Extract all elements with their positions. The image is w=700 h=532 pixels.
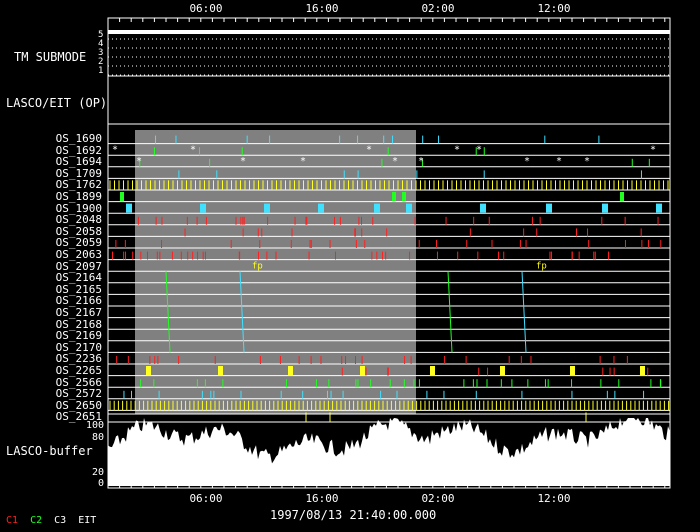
top-tick-4: 12:00 — [537, 2, 571, 15]
event-block — [480, 203, 486, 213]
os-row-label: OS_2063 — [55, 248, 102, 261]
event-block — [602, 203, 608, 213]
os-row-label: OS_2097 — [55, 259, 102, 273]
os-row-label: OS_2166 — [55, 294, 102, 308]
event-block — [500, 366, 505, 375]
os-row-label: OS_2168 — [55, 317, 102, 331]
event-star: * — [584, 156, 590, 167]
legend: C1 C2 C3 EIT — [6, 515, 102, 526]
event-block — [218, 366, 223, 375]
sweep-line — [521, 271, 527, 353]
event-star: * — [524, 156, 530, 167]
submode-level-1: 1 — [98, 66, 104, 76]
event-block — [430, 366, 435, 375]
os-row-label: OS_1762 — [55, 178, 102, 192]
submode-level-2: 2 — [98, 57, 104, 67]
legend-c3: C3 — [54, 515, 67, 526]
event-block — [392, 192, 396, 201]
event-block — [640, 366, 645, 375]
event-block — [288, 366, 293, 375]
buffer-level-100: 100 — [86, 420, 105, 431]
os-row-label: OS_1899 — [55, 190, 102, 203]
os-row-label: OS_1694 — [55, 155, 102, 169]
event-star: * — [476, 145, 482, 156]
os-row-label: OS_1709 — [55, 166, 102, 180]
event-block — [402, 192, 406, 201]
legend-eit: EIT — [78, 515, 97, 526]
event-star: * — [650, 145, 656, 156]
os-row-label: OS_1690 — [55, 132, 102, 145]
sweep-line — [447, 271, 453, 353]
os-row-label: OS_1900 — [55, 201, 102, 215]
os-row-label: OS_2058 — [55, 224, 102, 238]
timestamp: 1997/08/13 21:40:00.000 — [270, 508, 437, 522]
os-row-label: OS_2169 — [55, 329, 102, 343]
legend-c2: C2 — [30, 515, 43, 526]
event-star: * — [112, 145, 118, 156]
event-block — [570, 366, 575, 375]
os-row-label: OS_2170 — [55, 340, 102, 354]
buffer-area — [108, 418, 670, 486]
submode-level-3: 3 — [98, 48, 104, 58]
event-star: * — [418, 156, 424, 167]
bottom-tick-1: 06:00 — [189, 492, 223, 505]
os-row-label: OS_2566 — [55, 375, 102, 389]
event-star: * — [240, 156, 246, 167]
bottom-tick-4: 12:00 — [537, 492, 571, 505]
buffer-level-80: 80 — [92, 432, 105, 443]
event-block — [360, 366, 365, 375]
event-star: * — [366, 145, 372, 156]
event-block — [374, 203, 380, 213]
legend-c1: C1 — [6, 515, 19, 526]
event-block — [546, 203, 552, 213]
event-block — [126, 203, 132, 213]
os-row-label: OS_2164 — [55, 271, 102, 285]
tm-submode-label: TM SUBMODE — [14, 50, 87, 64]
os-row-label: OS_2048 — [55, 213, 102, 227]
event-block — [264, 203, 270, 213]
event-block — [656, 203, 662, 213]
event-star: * — [556, 156, 562, 167]
os-row-label: OS_2165 — [55, 282, 102, 296]
plot-frame — [107, 17, 671, 489]
lasco-buffer-label: LASCO-buffer — [6, 444, 93, 458]
os-row-label: OS_2167 — [55, 306, 102, 319]
bottom-tick-2: 16:00 — [305, 492, 339, 505]
event-block — [146, 366, 151, 375]
os-row-label: OS_1692 — [55, 143, 102, 157]
submode-level-5: 5 — [98, 30, 104, 40]
os-row-label: OS_2651 — [55, 410, 102, 424]
event-block — [318, 203, 324, 213]
top-tick-2: 16:00 — [305, 2, 339, 15]
event-block — [200, 203, 206, 213]
os-row-label: OS_2572 — [55, 387, 102, 401]
fp-marker: fp — [252, 262, 263, 272]
submode-bar — [108, 30, 670, 34]
shaded-region — [135, 130, 416, 414]
event-star: * — [454, 145, 460, 156]
fp-marker: fp — [536, 262, 547, 272]
sweep-line — [239, 271, 245, 353]
buffer-level-20: 20 — [92, 467, 105, 478]
event-block — [120, 192, 124, 201]
os-row-label: OS_2650 — [55, 398, 102, 412]
lasco-eit-label: LASCO/EIT (OP) — [6, 96, 108, 110]
top-tick-1: 06:00 — [189, 2, 223, 15]
os-row-label: OS_2059 — [55, 236, 102, 250]
event-star: * — [300, 156, 306, 167]
event-block — [620, 192, 624, 201]
sweep-line — [165, 271, 171, 353]
top-tick-3: 02:00 — [421, 2, 455, 15]
event-star: * — [190, 145, 196, 156]
bottom-tick-3: 02:00 — [421, 492, 455, 505]
submode-level-4: 4 — [98, 39, 104, 49]
event-star: * — [136, 156, 142, 167]
event-star: * — [392, 156, 398, 167]
buffer-level-0: 0 — [98, 478, 105, 489]
os-row-label: OS_2236 — [55, 352, 102, 366]
event-block — [406, 203, 412, 213]
os-row-label: OS_2265 — [55, 364, 102, 377]
